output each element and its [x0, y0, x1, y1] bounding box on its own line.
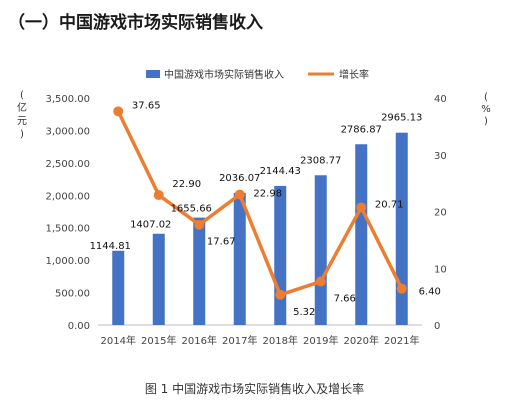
y-left-axis-title: (亿元) [17, 90, 27, 140]
growth-data-label: 7.66 [334, 294, 356, 305]
y-left-tick-label: 1,000.00 [45, 256, 90, 267]
growth-point [194, 219, 205, 230]
revenue-growth-chart: 中国游戏市场实际销售收入 增长率 0.00 500.00 1,000.00 1,500.… [17, 68, 491, 347]
growth-point [396, 283, 407, 294]
x-tick-label: 2019年 [303, 334, 338, 347]
y-left-tick-label: 3,500.00 [45, 94, 90, 105]
revenue-data-label: 2036.07 [219, 173, 260, 184]
x-tick-label: 2021年 [384, 334, 419, 347]
y-left-tick-label: 2,000.00 [45, 191, 90, 202]
x-tick-label: 2020年 [344, 334, 379, 347]
legend-label-revenue: 中国游戏市场实际销售收入 [164, 68, 284, 81]
revenue-data-label: 2308.77 [300, 155, 341, 166]
revenue-data-label: 1655.66 [171, 204, 212, 215]
y-left-tick-label: 1,500.00 [45, 224, 90, 235]
y-right-tick-label: 20 [434, 208, 447, 219]
revenue-bar [112, 250, 125, 325]
y-left-tick-label: 0.00 [68, 321, 90, 332]
growth-data-label: 17.67 [207, 237, 236, 248]
bar-series [112, 132, 408, 325]
x-tick-label: 2016年 [182, 334, 217, 347]
y-left-tick-label: 2,500.00 [45, 159, 90, 170]
revenue-bar [152, 233, 165, 325]
revenue-data-label: 2144.43 [260, 166, 301, 177]
revenue-data-label: 2786.87 [341, 124, 382, 135]
chart-legend: 中国游戏市场实际销售收入 增长率 [146, 68, 369, 81]
revenue-bar [233, 192, 246, 325]
revenue-data-label: 1407.02 [130, 220, 171, 231]
growth-data-label: 37.65 [132, 100, 161, 111]
growth-data-label: 22.98 [253, 189, 282, 200]
y-right-axis-title: (%) [481, 92, 491, 127]
legend-swatch-revenue [146, 70, 160, 78]
x-tick-label: 2018年 [263, 334, 298, 347]
revenue-bar [193, 217, 206, 325]
y-right-tick-label: 30 [434, 151, 447, 162]
revenue-bar [395, 132, 408, 325]
y-right-tick-label: 0 [434, 321, 440, 332]
revenue-data-label: 2965.13 [381, 113, 422, 124]
growth-data-label: 22.90 [172, 179, 201, 190]
legend-label-growth: 增长率 [339, 68, 369, 81]
revenue-bar [355, 144, 368, 325]
growth-point [356, 202, 367, 213]
revenue-bar [314, 175, 327, 325]
growth-data-label: 5.32 [293, 307, 315, 318]
growth-point [275, 289, 286, 300]
growth-point [153, 190, 164, 201]
x-tick-label: 2015年 [141, 334, 176, 347]
growth-point [315, 276, 326, 287]
chart-axes: 0.00 500.00 1,000.00 1,500.00 2,000.00 2,500.… [17, 90, 491, 347]
section-heading: （一）中国游戏市场实际销售收入 [8, 13, 263, 33]
figure-caption: 图 1 中国游戏市场实际销售收入及增长率 [144, 382, 365, 396]
growth-point [234, 189, 245, 200]
growth-data-label: 6.40 [419, 287, 441, 298]
growth-line-series [113, 106, 407, 300]
y-left-tick-label: 3,000.00 [45, 126, 90, 137]
y-right-tick-label: 40 [434, 94, 447, 105]
growth-point [113, 106, 124, 117]
x-tick-label: 2014年 [101, 334, 136, 347]
y-right-tick-label: 10 [434, 264, 447, 275]
growth-data-label: 20.71 [375, 199, 404, 210]
y-left-tick-label: 500.00 [55, 289, 90, 300]
revenue-data-label: 1144.81 [90, 241, 131, 252]
growth-line [116, 110, 404, 297]
x-tick-label: 2017年 [222, 334, 257, 347]
revenue-bar [274, 185, 287, 325]
